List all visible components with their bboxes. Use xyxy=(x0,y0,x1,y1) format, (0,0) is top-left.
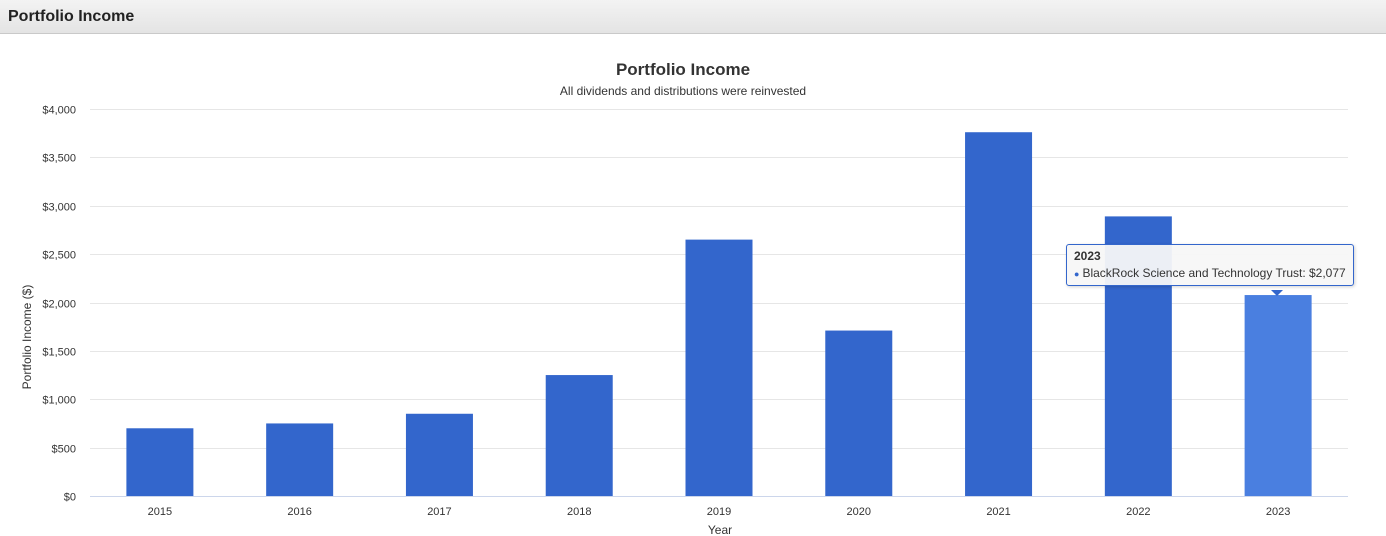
panel-header: Portfolio Income xyxy=(0,0,1386,34)
bars xyxy=(126,132,1312,497)
bar-2020[interactable] xyxy=(825,330,893,496)
bar-2023[interactable] xyxy=(1244,295,1312,496)
series-marker-icon: ● xyxy=(1074,269,1080,279)
bar-2015[interactable] xyxy=(126,428,194,496)
axes: $0 $500 $1,000 $1,500 $2,000 $2,500 $3,000 $3,5… xyxy=(42,105,1348,518)
bar-2018[interactable] xyxy=(545,375,613,496)
bar-2017[interactable] xyxy=(405,413,473,496)
y-tick-label: $0 xyxy=(64,492,76,504)
x-tick-label: 2015 xyxy=(148,506,172,518)
y-tick-label: $3,000 xyxy=(42,202,76,214)
x-tick-label: 2021 xyxy=(986,506,1010,518)
chart-title: Portfolio Income xyxy=(616,60,750,79)
chart-subtitle: All dividends and distributions were rei… xyxy=(560,84,806,98)
y-tick-label: $2,500 xyxy=(42,250,76,262)
bar-2021[interactable] xyxy=(965,132,1033,496)
x-tick-label: 2020 xyxy=(847,506,871,518)
panel-title: Portfolio Income xyxy=(8,7,135,25)
tooltip-text: BlackRock Science and Technology Trust: … xyxy=(1082,266,1346,280)
y-tick-label: $1,000 xyxy=(42,395,76,407)
y-tick-label: $1,500 xyxy=(42,347,76,359)
bar-2016[interactable] xyxy=(266,423,334,496)
x-tick-label: 2019 xyxy=(707,506,731,518)
bar-chart: Portfolio Income All dividends and distr… xyxy=(20,60,1348,536)
y-axis-title: Portfolio Income ($) xyxy=(20,285,34,390)
chart-area: Portfolio Income All dividends and distr… xyxy=(0,34,1386,536)
y-tick-label: $3,500 xyxy=(42,153,76,165)
tooltip-row: ● BlackRock Science and Technology Trust:… xyxy=(1074,266,1346,280)
bar-2019[interactable] xyxy=(685,239,753,497)
x-tick-label: 2017 xyxy=(427,506,451,518)
x-tick-label: 2018 xyxy=(567,506,591,518)
x-tick-label: 2023 xyxy=(1266,506,1290,518)
tooltip: 2023 ● BlackRock Science and Technology T… xyxy=(1066,244,1354,286)
y-tick-label: $500 xyxy=(52,444,76,456)
y-tick-label: $2,000 xyxy=(42,299,76,311)
x-tick-label: 2016 xyxy=(287,506,311,518)
tooltip-title: 2023 xyxy=(1074,249,1101,263)
x-axis-title: Year xyxy=(708,523,732,536)
x-tick-label: 2022 xyxy=(1126,506,1150,518)
y-tick-label: $4,000 xyxy=(42,105,76,117)
tooltip-pointer xyxy=(1271,290,1283,296)
